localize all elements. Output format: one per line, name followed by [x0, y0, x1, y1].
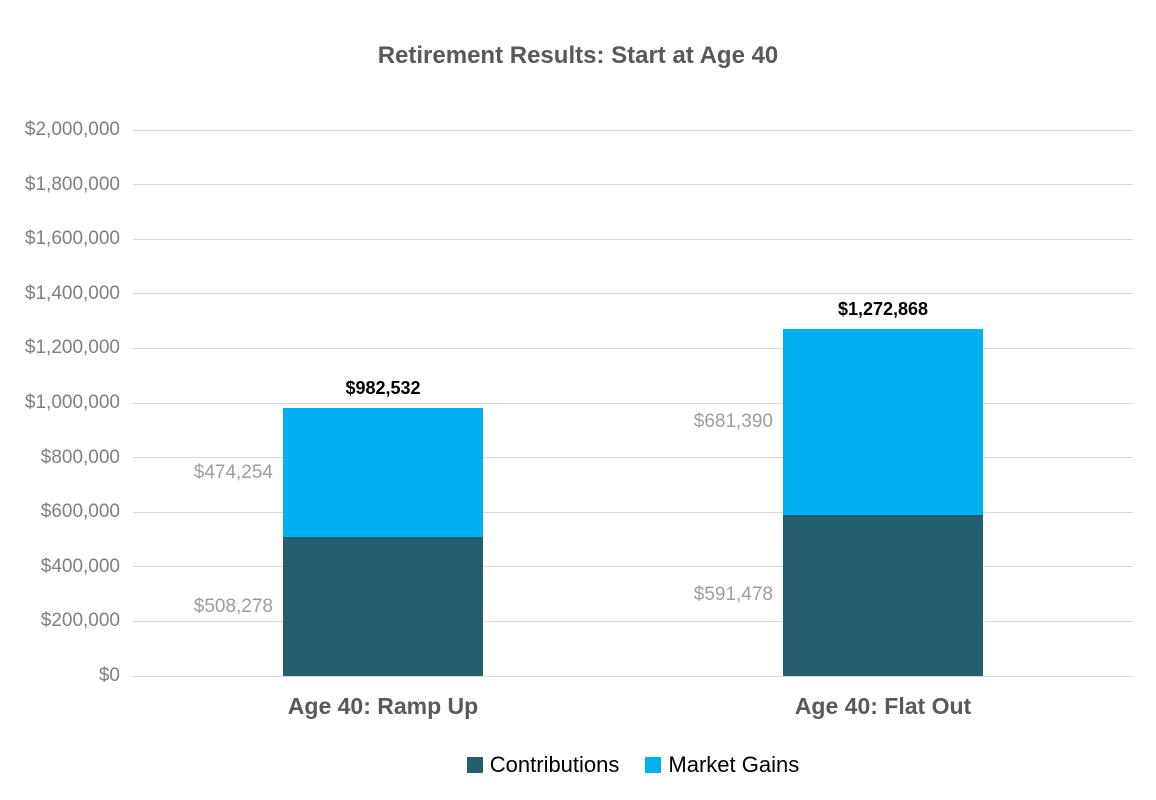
y-axis-tick-label: $1,400,000 [24, 282, 120, 304]
bar-segment-contributions [283, 537, 483, 676]
legend-label: Contributions [489, 752, 620, 777]
y-gridline [133, 457, 1133, 459]
legend-label: Market Gains [668, 752, 800, 777]
x-axis-category-label: Age 40: Ramp Up [287, 693, 479, 719]
y-gridline [133, 566, 1133, 568]
y-gridline [133, 293, 1133, 295]
y-axis-tick-label: $1,800,000 [24, 173, 120, 195]
y-axis-tick-label: $400,000 [40, 555, 120, 577]
bar-total-label: $1,272,868 [837, 298, 929, 319]
y-axis-tick-label: $2,000,000 [24, 119, 120, 140]
bar-segment-market-gains [783, 328, 983, 515]
y-axis-tick-label: $600,000 [40, 501, 120, 523]
legend-swatch-icon [645, 757, 662, 773]
y-gridline [133, 238, 1133, 240]
y-gridline [133, 675, 1133, 677]
y-gridline [133, 347, 1133, 349]
y-axis-tick-label: $200,000 [40, 610, 120, 632]
y-gridline [133, 129, 1133, 131]
bar-segment-market-gains [283, 407, 483, 538]
y-gridline [133, 402, 1133, 404]
legend-swatch-icon [466, 757, 483, 773]
y-axis-tick-label: $1,200,000 [24, 337, 120, 359]
y-axis-tick-label: $1,600,000 [24, 228, 120, 250]
legend: Contributions Market Gains [133, 750, 1133, 780]
y-axis-tick-label: $0 [98, 665, 120, 686]
legend-item-contributions: Contributions [466, 752, 620, 778]
y-gridline [133, 620, 1133, 622]
segment-value-label: $591,478 [693, 584, 773, 606]
segment-value-label: $474,254 [193, 461, 273, 483]
y-gridline [133, 184, 1133, 186]
bar-segment-contributions [783, 514, 983, 676]
bar-total-label: $982,532 [345, 377, 421, 398]
legend-item-market-gains: Market Gains [645, 752, 799, 778]
y-axis-tick-label: $800,000 [40, 446, 120, 468]
x-axis-category-label: Age 40: Flat Out [794, 693, 972, 719]
chart-title: Retirement Results: Start at Age 40 [377, 42, 779, 69]
y-axis-tick-label: $1,000,000 [24, 392, 120, 413]
segment-value-label: $681,390 [693, 410, 773, 432]
segment-value-label: $508,278 [193, 595, 273, 617]
y-gridline [133, 511, 1133, 513]
